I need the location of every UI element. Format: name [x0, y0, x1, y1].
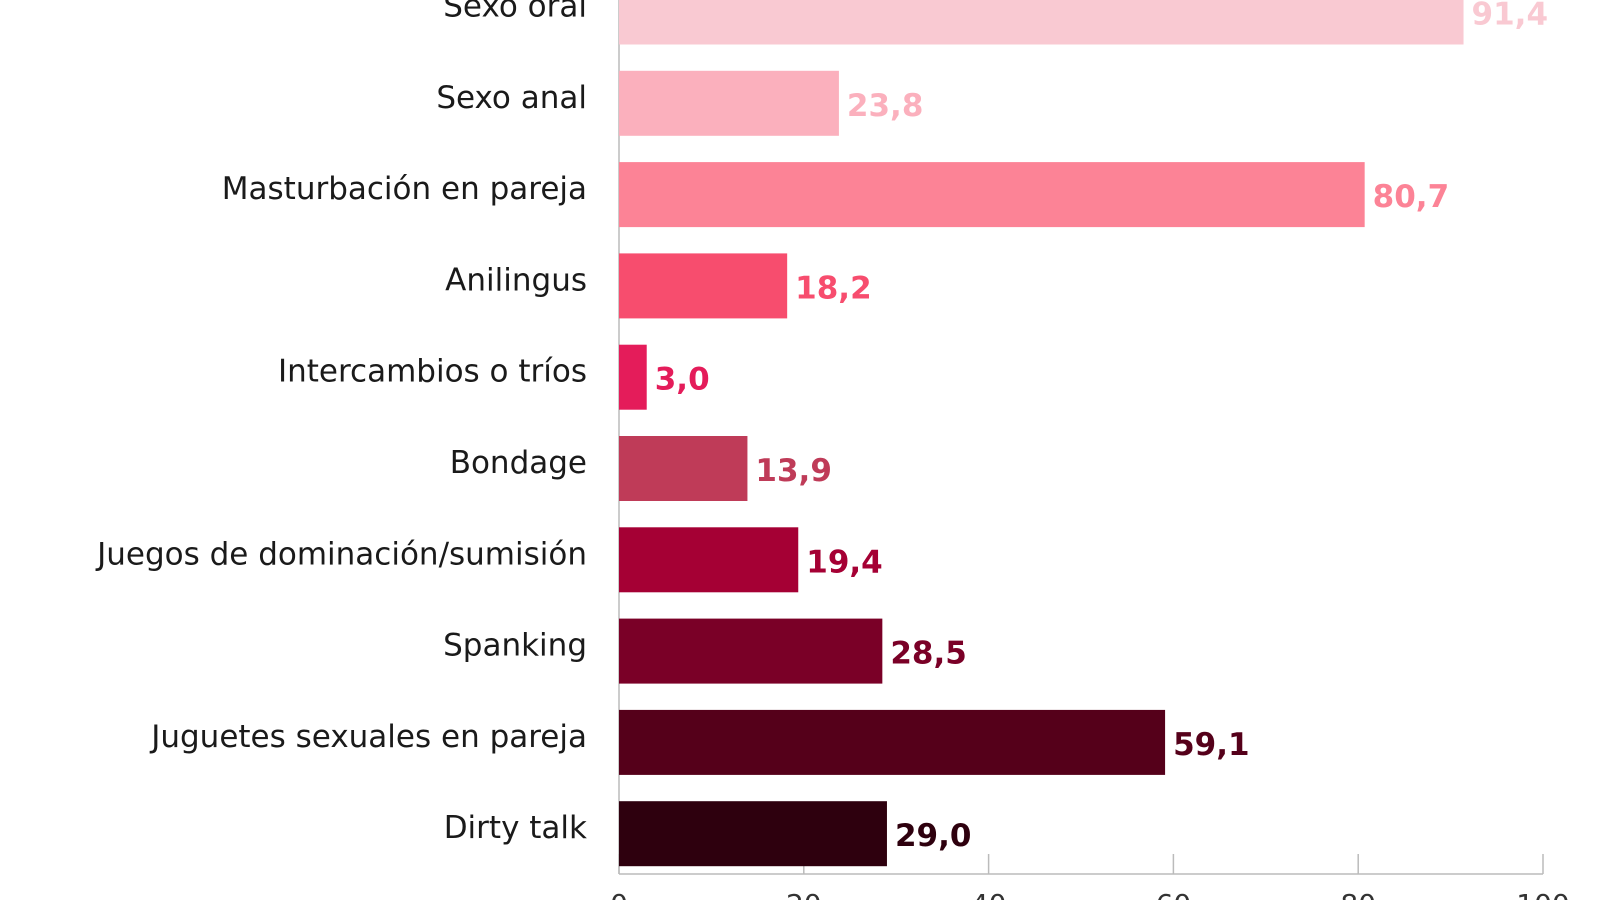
bar	[619, 436, 748, 501]
value-label: 91,4	[1472, 0, 1549, 33]
value-label: 80,7	[1373, 179, 1450, 215]
bar	[619, 253, 788, 319]
x-tick-label: 100	[1516, 888, 1569, 900]
x-tick-label: 40	[971, 888, 1007, 900]
bar	[619, 618, 883, 684]
value-label: 13,9	[755, 453, 832, 489]
x-tick-label: 80	[1340, 888, 1376, 900]
category-label: Intercambios o tríos	[278, 354, 587, 390]
bar	[619, 70, 839, 136]
bar	[619, 0, 1464, 45]
value-label: 18,2	[795, 270, 872, 306]
value-label: 19,4	[806, 544, 883, 580]
category-label: Masturbación en pareja	[222, 171, 587, 207]
category-label: Juguetes sexuales en pareja	[149, 719, 587, 755]
value-label: 3,0	[655, 362, 710, 398]
bar	[619, 344, 647, 410]
bar	[619, 709, 1166, 775]
category-label: Bondage	[450, 445, 587, 481]
x-tick-label: 0	[610, 888, 628, 900]
bar	[619, 527, 799, 593]
category-label: Spanking	[443, 628, 587, 664]
category-label: Sexo oral	[443, 0, 587, 25]
category-label: Sexo anal	[436, 80, 587, 116]
x-tick-label: 60	[1156, 888, 1192, 900]
category-label: Dirty talk	[444, 810, 587, 846]
category-label: Juegos de dominación/sumisión	[95, 536, 587, 572]
bar	[619, 162, 1365, 228]
value-label: 23,8	[847, 88, 924, 124]
category-label: Anilingus	[445, 262, 587, 298]
value-label: 28,5	[890, 636, 967, 672]
x-tick-label: 20	[786, 888, 822, 900]
bar	[619, 801, 887, 867]
value-label: 59,1	[1173, 727, 1250, 763]
value-label: 29,0	[895, 818, 972, 854]
